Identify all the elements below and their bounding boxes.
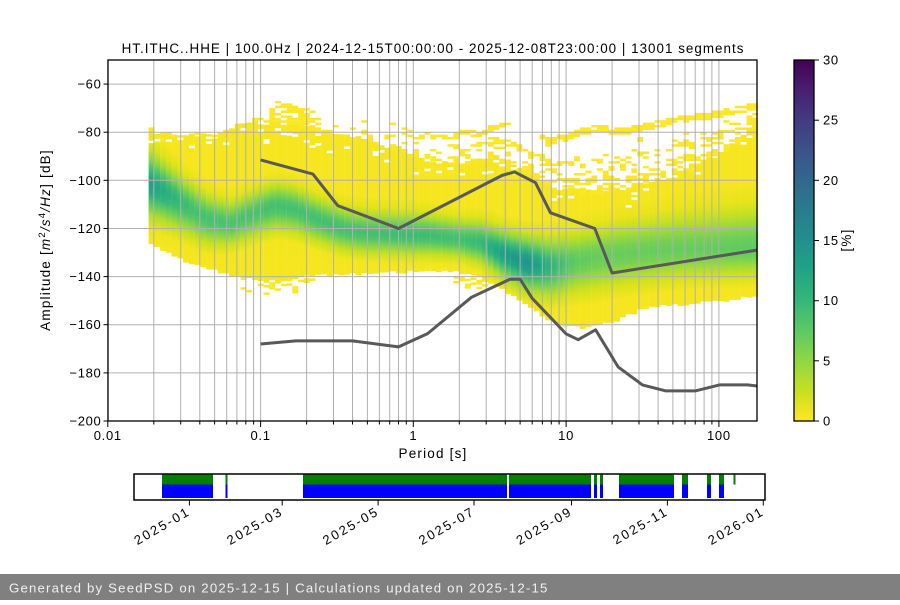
svg-text:10: 10 bbox=[823, 293, 839, 308]
svg-text:0.01: 0.01 bbox=[94, 428, 122, 443]
svg-text:0.1: 0.1 bbox=[251, 428, 271, 443]
svg-text:−140: −140 bbox=[69, 269, 101, 284]
svg-text:100: 100 bbox=[707, 428, 731, 443]
svg-text:25: 25 bbox=[823, 113, 839, 128]
svg-text:30: 30 bbox=[823, 53, 839, 68]
svg-text:5: 5 bbox=[823, 353, 831, 368]
svg-text:−160: −160 bbox=[69, 317, 101, 332]
svg-text:−180: −180 bbox=[69, 365, 101, 380]
svg-text:−60: −60 bbox=[77, 77, 101, 92]
svg-text:Amplitude [m2/s4/Hz] [dB]: Amplitude [m2/s4/Hz] [dB] bbox=[37, 149, 53, 331]
svg-text:−80: −80 bbox=[77, 125, 101, 140]
svg-text:20: 20 bbox=[823, 173, 839, 188]
svg-text:−100: −100 bbox=[69, 173, 101, 188]
svg-text:−120: −120 bbox=[69, 221, 101, 236]
svg-text:−200: −200 bbox=[69, 414, 101, 429]
svg-text:Period [s]: Period [s] bbox=[398, 446, 467, 461]
svg-text:[%]: [%] bbox=[839, 228, 854, 251]
svg-text:1: 1 bbox=[409, 428, 417, 443]
svg-text:0: 0 bbox=[823, 414, 831, 429]
svg-text:HT.ITHC..HHE | 100.0Hz | 2024-: HT.ITHC..HHE | 100.0Hz | 2024-12-15T00:0… bbox=[122, 41, 745, 56]
svg-text:10: 10 bbox=[558, 428, 574, 443]
svg-text:15: 15 bbox=[823, 233, 839, 248]
svg-text:Generated by SeedPSD on 2025-1: Generated by SeedPSD on 2025-12-15 | Cal… bbox=[9, 581, 549, 596]
